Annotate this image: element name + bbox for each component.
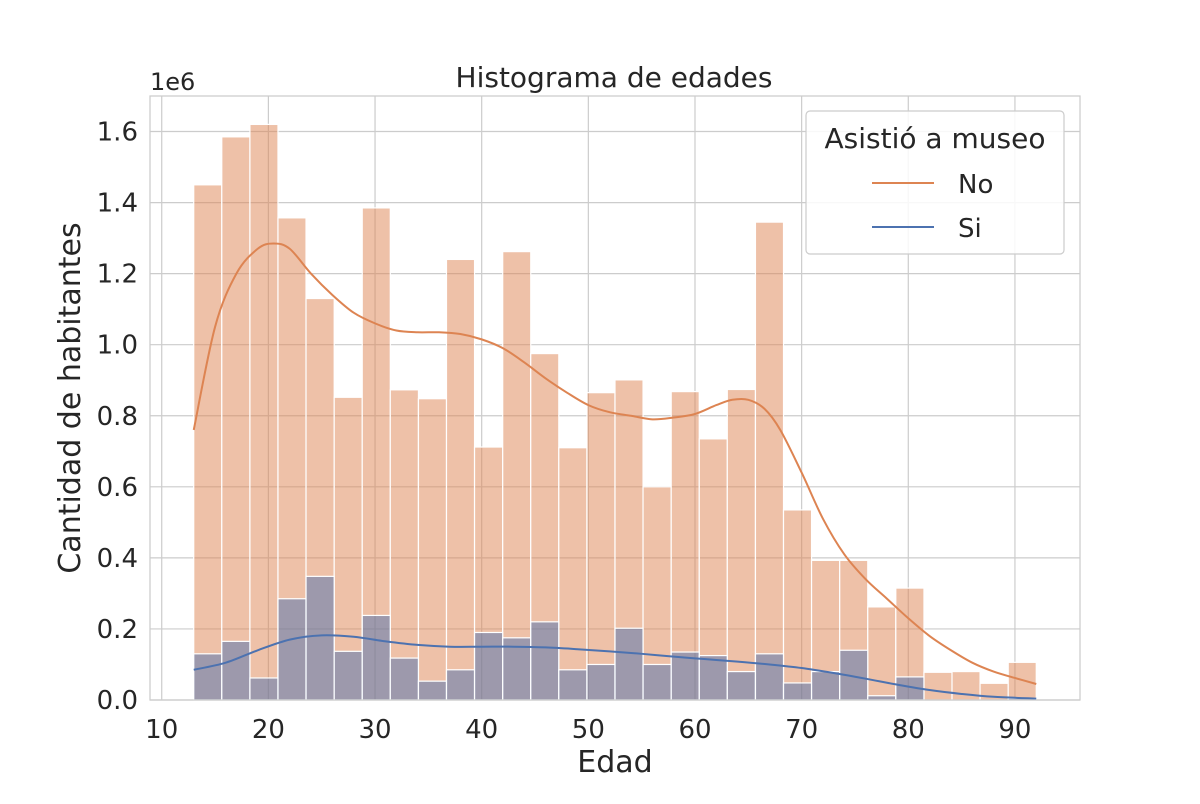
x-tick-label: 30 xyxy=(358,715,391,745)
bar-si xyxy=(782,682,813,701)
bar-no xyxy=(389,389,420,701)
bar-si xyxy=(305,575,335,701)
y-offset-text: 1e6 xyxy=(150,68,195,96)
x-tick-label: 60 xyxy=(678,715,711,745)
y-tick-label: 0.8 xyxy=(97,402,138,432)
y-axis-label: Cantidad de habitantes xyxy=(53,222,88,573)
x-axis-label: Edad xyxy=(577,745,652,780)
bar-si xyxy=(445,669,476,701)
y-tick-labels: 0.0 0.2 0.4 0.6 0.8 1.0 1.2 1.4 1.6 xyxy=(97,118,138,716)
y-tick-label: 0.4 xyxy=(97,544,138,574)
bar-si xyxy=(642,663,672,701)
legend-label-si: Si xyxy=(958,214,982,244)
bar-si xyxy=(277,598,307,701)
plot-frame xyxy=(149,95,1081,701)
bar-no xyxy=(782,509,813,701)
bar-si xyxy=(417,680,448,701)
bar-no xyxy=(867,606,897,701)
bar-no xyxy=(502,251,532,701)
bar-si xyxy=(361,614,391,701)
bar-si xyxy=(333,650,363,701)
bar-no xyxy=(333,396,363,701)
y-tick-label: 1.0 xyxy=(97,331,138,361)
bar-si xyxy=(614,627,644,701)
y-tick-label: 1.2 xyxy=(97,260,138,290)
bar-si xyxy=(473,631,504,701)
bar-no xyxy=(558,447,588,701)
bar-si xyxy=(193,653,223,701)
bar-no xyxy=(417,398,448,701)
bar-si xyxy=(389,657,420,701)
y-tick-label: 0.0 xyxy=(97,686,138,716)
legend-label-no: No xyxy=(958,170,993,200)
bar-no xyxy=(193,184,223,701)
kde-line-si xyxy=(193,634,1037,700)
bar-si xyxy=(221,640,251,701)
bar-no xyxy=(1007,661,1037,701)
bar-si xyxy=(698,654,728,701)
x-tick-label: 40 xyxy=(465,715,498,745)
bar-no xyxy=(586,392,616,701)
bar-si xyxy=(586,663,616,701)
legend-title: Asistió a museo xyxy=(825,122,1046,155)
y-tick-label: 0.6 xyxy=(97,473,138,503)
bar-no xyxy=(726,388,757,701)
x-tick-label: 20 xyxy=(252,715,285,745)
bar-no xyxy=(249,123,279,701)
x-tick-label: 70 xyxy=(785,715,818,745)
bar-si xyxy=(558,669,588,701)
y-tick-label: 1.6 xyxy=(97,118,138,148)
x-tick-label: 50 xyxy=(572,715,605,745)
x-tick-labels: 10 20 30 40 50 60 70 80 90 xyxy=(145,715,1031,745)
bar-no xyxy=(221,136,251,701)
legend: Asistió a museo No Si xyxy=(805,110,1065,255)
bar-no xyxy=(445,258,476,701)
bar-si xyxy=(754,653,785,701)
y-tick-label: 1.4 xyxy=(97,189,138,219)
kde-line-no xyxy=(192,242,1037,685)
bar-si xyxy=(249,677,279,701)
legend-box xyxy=(805,110,1065,255)
bar-si xyxy=(670,651,700,701)
bar-si xyxy=(530,621,560,701)
chart-title: Histograma de edades xyxy=(456,61,773,94)
kde-layer xyxy=(192,242,1037,700)
x-tick-label: 10 xyxy=(145,715,178,745)
bar-no xyxy=(754,221,785,701)
bar-si xyxy=(726,670,757,701)
bar-no xyxy=(923,671,953,701)
bar-si xyxy=(867,695,897,701)
x-tick-label: 80 xyxy=(892,715,925,745)
y-tick-label: 0.2 xyxy=(97,615,138,645)
x-tick-label: 90 xyxy=(998,715,1031,745)
bar-no xyxy=(670,391,700,701)
bar-si xyxy=(810,670,841,701)
